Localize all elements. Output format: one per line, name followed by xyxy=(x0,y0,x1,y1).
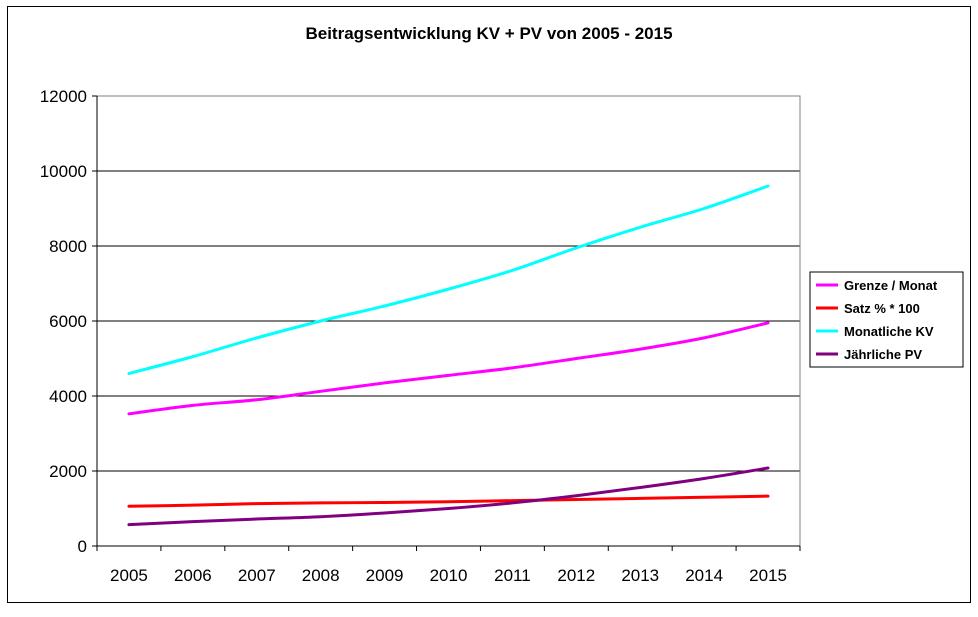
x-tick-label: 2013 xyxy=(621,566,659,585)
series-line-3 xyxy=(127,466,770,527)
x-tick-label: 2007 xyxy=(238,566,276,585)
legend-label: Jährliche PV xyxy=(844,347,922,362)
gridlines xyxy=(97,170,800,472)
y-tick-label: 12000 xyxy=(40,87,87,106)
x-tick-label: 2015 xyxy=(749,566,787,585)
y-tick-label: 6000 xyxy=(49,312,87,331)
y-tick-label: 4000 xyxy=(49,387,87,406)
x-tick-label: 2010 xyxy=(430,566,468,585)
chart-title: Beitragsentwicklung KV + PV von 2005 - 2… xyxy=(305,24,673,43)
y-tick-label: 0 xyxy=(78,537,87,556)
x-tick-label: 2006 xyxy=(174,566,212,585)
x-tick-label: 2008 xyxy=(302,566,340,585)
y-tick-label: 10000 xyxy=(40,162,87,181)
legend-label: Grenze / Monat xyxy=(844,278,938,293)
legend-label: Monatliche KV xyxy=(844,324,934,339)
legend-box xyxy=(809,271,964,368)
x-tick-label: 2009 xyxy=(366,566,404,585)
legend: Grenze / Monat Satz % * 100 Monatliche KV J… xyxy=(809,271,964,368)
series-line-0 xyxy=(127,321,770,416)
x-tick-label: 2012 xyxy=(557,566,595,585)
series-line-1 xyxy=(127,494,770,508)
y-tick-label: 2000 xyxy=(49,462,87,481)
y-tick-label: 8000 xyxy=(49,237,87,256)
x-tick-label: 2014 xyxy=(685,566,723,585)
series-lines xyxy=(127,184,770,527)
axes: 0 2000 4000 6000 8000 10000 12000 2005 2006 2007 2… xyxy=(40,87,801,585)
legend-label: Satz % * 100 xyxy=(844,301,920,316)
x-tick-label: 2011 xyxy=(494,566,531,585)
series-line-2 xyxy=(127,184,770,375)
x-tick-label: 2005 xyxy=(110,566,148,585)
